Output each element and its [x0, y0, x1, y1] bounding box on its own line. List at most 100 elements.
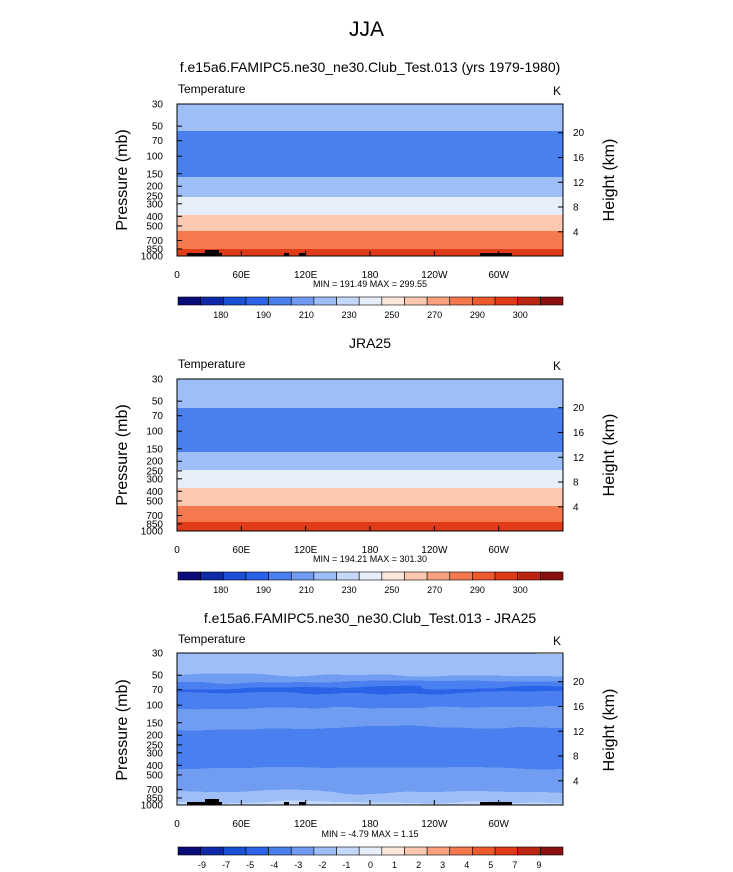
- colorbar-swatch: [245, 846, 269, 856]
- longitude-tick-label: 120E: [294, 545, 318, 556]
- colorbar-label: 9: [536, 860, 541, 870]
- terrain-block: [480, 253, 512, 256]
- colorbar-swatch: [494, 571, 519, 581]
- colorbar-swatch: [313, 296, 337, 306]
- colorbar-swatch: [494, 846, 519, 856]
- colorbar: 180 190 210 230 250 270 290 300: [177, 571, 564, 595]
- colorbar-swatch: [177, 846, 201, 856]
- colorbar-swatch: [517, 846, 541, 856]
- colorbar-swatch: [404, 846, 428, 856]
- longitude-tick-label: 180: [362, 819, 379, 830]
- temperature-difference-field: [177, 653, 563, 805]
- terrain-block: [284, 253, 289, 256]
- pressure-tick-label: 250: [146, 191, 163, 202]
- pressure-tick-label: 1000: [141, 527, 164, 538]
- longitude-tick-label: 60E: [232, 545, 250, 556]
- longitude-axis: 0 60E 120E 180 120W 60W: [174, 526, 510, 556]
- colorbar-swatch: [313, 571, 337, 581]
- y2-axis-label: Height (km): [601, 139, 618, 222]
- colorbar-label: 270: [427, 585, 442, 595]
- terrain-block: [299, 802, 305, 805]
- pressure-tick-label: 100: [146, 152, 163, 163]
- figure-title: JJA: [348, 18, 384, 41]
- longitude-tick-label: 0: [174, 545, 180, 556]
- colorbar-label: 3: [440, 860, 445, 870]
- pressure-tick-label: 70: [152, 411, 164, 422]
- pressure-tick-label: 700: [146, 236, 163, 247]
- variable-label: Temperature: [178, 82, 246, 96]
- pressure-tick-label: 400: [146, 761, 163, 772]
- pressure-tick-label: 700: [146, 511, 163, 522]
- height-tick-label: 12: [573, 727, 585, 738]
- pressure-tick-label: 300: [146, 199, 163, 210]
- pressure-tick-label: 200: [146, 731, 163, 742]
- colorbar-swatch: [200, 296, 224, 306]
- height-tick-label: 4: [573, 227, 579, 238]
- colorbar-swatch: [449, 571, 473, 581]
- height-tick-label: 8: [573, 203, 579, 214]
- height-tick-label: 12: [573, 453, 585, 464]
- colorbar-swatch: [472, 296, 496, 306]
- height-tick-label: 16: [573, 702, 585, 713]
- colorbar-swatch: [381, 571, 405, 581]
- colorbar-swatch: [222, 296, 247, 306]
- colorbar-swatch: [313, 846, 337, 856]
- colorbar-label: -7: [222, 860, 230, 870]
- longitude-tick-label: 120W: [421, 819, 448, 830]
- colorbar-swatch: [494, 296, 519, 306]
- colorbar-swatch: [517, 296, 541, 306]
- colorbar-swatch: [177, 571, 201, 581]
- pressure-tick-label: 250: [146, 466, 163, 477]
- colorbar-label: 250: [384, 585, 399, 595]
- pressure-tick-label: 70: [152, 685, 164, 696]
- colorbar-swatch: [449, 296, 473, 306]
- longitude-axis: 0 60E 120E 180 120W 60W: [174, 800, 510, 830]
- pressure-tick-label: 850: [146, 244, 163, 255]
- pressure-tick-label: 850: [146, 519, 163, 530]
- colorbar-label: 300: [513, 585, 528, 595]
- colorbar-swatch: [268, 846, 292, 856]
- units-label: K: [553, 359, 561, 373]
- pressure-tick-label: 300: [146, 748, 163, 759]
- colorbar-swatch: [358, 846, 383, 856]
- colorbar-label: 290: [470, 585, 485, 595]
- colorbar-swatch: [290, 846, 315, 856]
- height-tick-label: 16: [573, 153, 585, 164]
- colorbar-swatch: [222, 846, 247, 856]
- colorbar-swatch: [381, 296, 405, 306]
- height-tick-label: 8: [573, 752, 579, 763]
- panel-observation: JRA25 Temperature K 30507010015020025030…: [114, 335, 618, 595]
- y-axis-label: Pressure (mb): [114, 404, 131, 505]
- longitude-tick-label: 60E: [232, 819, 250, 830]
- colorbar-swatch: [290, 296, 315, 306]
- colorbar-swatch: [177, 296, 201, 306]
- colorbar-swatch: [245, 296, 269, 306]
- pressure-tick-label: 150: [146, 444, 163, 455]
- colorbar-label: -5: [246, 860, 254, 870]
- terrain-block: [187, 253, 222, 256]
- colorbar-swatch: [245, 571, 269, 581]
- colorbar-label: 0: [368, 860, 373, 870]
- terrain-mask: [187, 799, 512, 805]
- panel-difference: f.e15a6.FAMIPC5.ne30_ne30.Club_Test.013 …: [114, 610, 618, 870]
- pressure-tick-label: 50: [152, 397, 164, 408]
- colorbar-label: 230: [342, 310, 357, 320]
- pressure-tick-label: 150: [146, 718, 163, 729]
- colorbar-swatch: [336, 571, 360, 581]
- colorbar-label: 190: [256, 310, 271, 320]
- pressure-tick-label: 1000: [141, 801, 164, 812]
- height-tick-label: 8: [573, 478, 579, 489]
- pressure-tick-label: 500: [146, 221, 163, 232]
- pressure-tick-label: 100: [146, 701, 163, 712]
- colorbar-label: 1: [392, 860, 397, 870]
- height-tick-label: 16: [573, 428, 585, 439]
- y-axis-label: Pressure (mb): [114, 679, 131, 780]
- pressure-tick-label: 30: [152, 649, 164, 660]
- pressure-tick-label: 50: [152, 671, 164, 682]
- colorbar-label: 7: [512, 860, 517, 870]
- panel-title: JRA25: [349, 335, 391, 351]
- height-axis: 4 8 12 16 20: [558, 403, 585, 513]
- colorbar-label: 250: [384, 310, 399, 320]
- longitude-tick-label: 60E: [232, 270, 250, 281]
